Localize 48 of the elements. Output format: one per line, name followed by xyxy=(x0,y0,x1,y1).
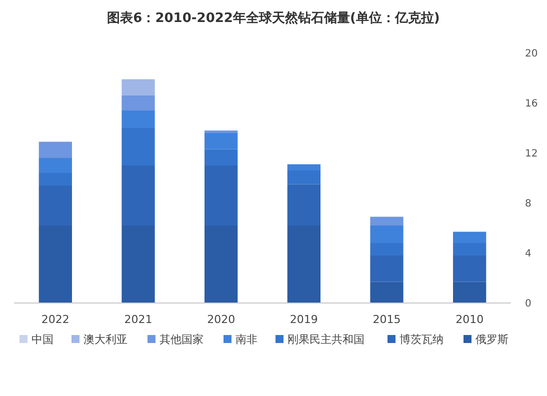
bar xyxy=(38,173,72,186)
x-tick-label: 2015 xyxy=(372,313,401,326)
bar xyxy=(38,186,72,226)
bar xyxy=(122,128,155,166)
legend-label: 其他国家 xyxy=(160,333,204,346)
y-tick-label: 0 xyxy=(525,298,532,310)
x-tick-label: 2010 xyxy=(456,313,484,326)
bar xyxy=(38,158,72,173)
bar xyxy=(122,166,155,226)
x-tick-label: 2021 xyxy=(124,313,152,326)
bar xyxy=(370,282,404,303)
bar xyxy=(38,142,72,158)
legend-label: 博茨瓦纳 xyxy=(400,333,444,346)
legend-label: 澳大利亚 xyxy=(84,333,128,346)
bar xyxy=(287,164,320,170)
bar xyxy=(453,256,486,282)
bar xyxy=(122,96,155,110)
bar xyxy=(204,226,238,303)
bar xyxy=(370,216,404,226)
bar xyxy=(287,226,320,303)
y-tick-label: 16 xyxy=(525,98,538,110)
bar xyxy=(204,166,238,226)
legend-label: 中国 xyxy=(32,333,54,346)
bar xyxy=(204,149,238,166)
legend-label: 俄罗斯 xyxy=(476,333,508,346)
x-tick-label: 2022 xyxy=(41,313,70,326)
y-tick-label: 12 xyxy=(525,148,538,160)
legend-label: 刚果民主共和国 xyxy=(288,333,364,346)
chart-title: 图表6：2010-2022年全球天然钻石储量(单位：亿克拉) xyxy=(107,10,440,26)
bar xyxy=(453,282,486,303)
y-tick-label: 20 xyxy=(525,48,538,60)
bar xyxy=(453,243,486,256)
bar xyxy=(122,79,155,96)
bar xyxy=(122,226,155,303)
x-tick-label: 2019 xyxy=(290,313,318,326)
bar xyxy=(370,243,404,256)
bar xyxy=(287,170,320,184)
bar xyxy=(370,256,404,282)
bar xyxy=(453,232,486,243)
bar xyxy=(287,184,320,226)
bar xyxy=(122,110,155,128)
legend-label: 南非 xyxy=(236,333,258,346)
y-tick-label: 8 xyxy=(525,198,532,210)
bar xyxy=(370,226,404,243)
y-tick-label: 4 xyxy=(525,248,532,260)
bar xyxy=(204,133,238,150)
bar xyxy=(38,226,72,303)
x-tick-label: 2020 xyxy=(207,313,236,326)
